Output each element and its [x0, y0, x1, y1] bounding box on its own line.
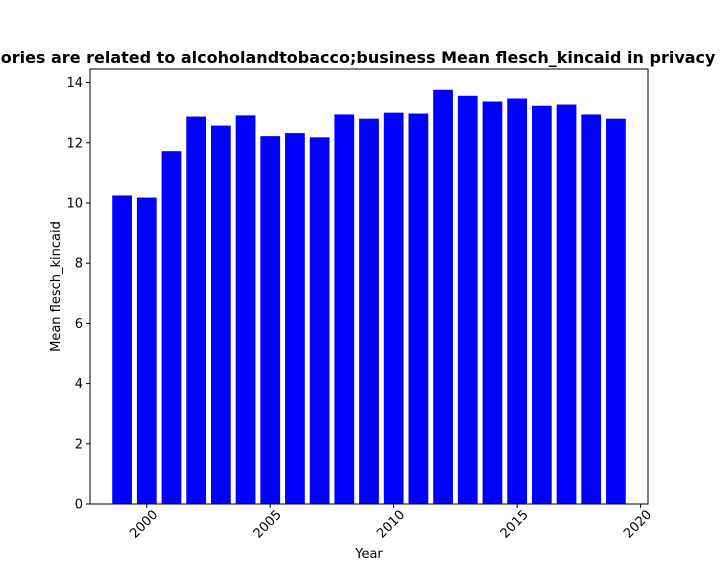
y-tick-label: 12 — [66, 136, 83, 151]
bar-2014 — [482, 101, 503, 504]
bar-2008 — [334, 114, 355, 504]
bar-2007 — [309, 137, 330, 505]
bar-2015 — [507, 98, 528, 504]
bar-2012 — [433, 89, 453, 504]
bar-2002 — [186, 116, 207, 504]
x-tick-label: 2020 — [621, 508, 655, 542]
y-tick-label: 8 — [75, 257, 83, 272]
chart-title: Categories are related to alcoholandtoba… — [0, 48, 720, 67]
x-axis-label: Year — [354, 547, 383, 562]
y-tick-label: 2 — [75, 437, 83, 452]
bar-2019 — [606, 118, 626, 505]
x-axis-ticks: 2000 2005 2010 2015 2020 — [127, 504, 655, 542]
x-tick-label: 2005 — [251, 508, 285, 542]
plot-frame — [89, 68, 649, 505]
bars-layer — [112, 89, 626, 505]
bar-1999 — [112, 195, 132, 505]
bar-2009 — [359, 118, 379, 505]
y-tick-label: 10 — [66, 196, 83, 211]
bar-2006 — [285, 133, 305, 505]
bar-2013 — [457, 95, 478, 504]
bar-2016 — [531, 105, 552, 504]
y-tick-label: 6 — [75, 317, 83, 332]
bar-2004 — [235, 115, 256, 504]
y-axis-ticks: 0 2 4 6 8 10 12 14 — [66, 76, 90, 513]
y-axis-label: Mean flesch_kincaid — [49, 221, 64, 352]
x-tick-label: 2010 — [374, 508, 408, 542]
bar-2001 — [161, 151, 182, 504]
bar-2017 — [556, 104, 577, 504]
y-tick-label: 4 — [75, 377, 83, 392]
bar-2018 — [581, 114, 602, 504]
bar-2005 — [260, 136, 281, 505]
y-tick-label: 14 — [66, 76, 83, 91]
bar-2011 — [408, 113, 429, 504]
bar-2010 — [383, 112, 404, 505]
y-tick-label: 0 — [75, 498, 83, 513]
x-tick-label: 2015 — [498, 508, 532, 542]
x-tick-label: 2000 — [127, 508, 161, 542]
bar-2000 — [136, 197, 157, 504]
bar-2003 — [210, 125, 231, 504]
